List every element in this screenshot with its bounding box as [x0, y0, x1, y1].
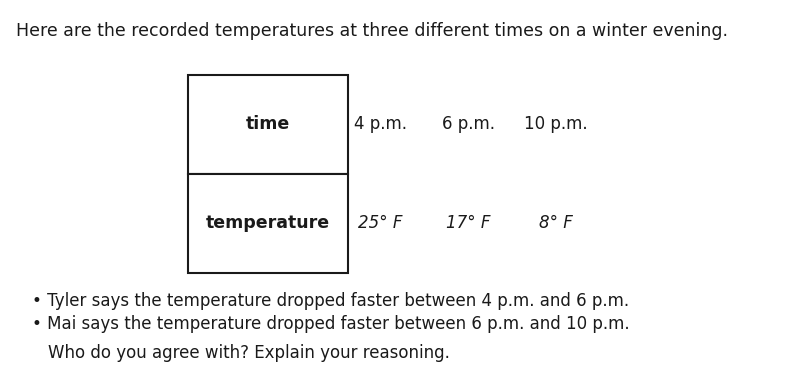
Text: • Tyler says the temperature dropped faster between 4 p.m. and 6 p.m.: • Tyler says the temperature dropped fas…	[32, 292, 629, 310]
Text: time: time	[246, 115, 290, 134]
Text: 8° F: 8° F	[539, 214, 573, 233]
Text: 4 p.m.: 4 p.m.	[354, 115, 406, 134]
Text: temperature: temperature	[206, 214, 330, 233]
Text: 10 p.m.: 10 p.m.	[524, 115, 588, 134]
Text: Who do you agree with? Explain your reasoning.: Who do you agree with? Explain your reas…	[48, 344, 450, 362]
Text: 25° F: 25° F	[358, 214, 402, 233]
Text: 17° F: 17° F	[446, 214, 490, 233]
Bar	[188, 174, 348, 273]
Text: 6 p.m.: 6 p.m.	[442, 115, 494, 134]
Bar	[188, 75, 348, 174]
Text: • Mai says the temperature dropped faster between 6 p.m. and 10 p.m.: • Mai says the temperature dropped faste…	[32, 315, 630, 332]
Text: Here are the recorded temperatures at three different times on a winter evening.: Here are the recorded temperatures at th…	[16, 22, 728, 40]
